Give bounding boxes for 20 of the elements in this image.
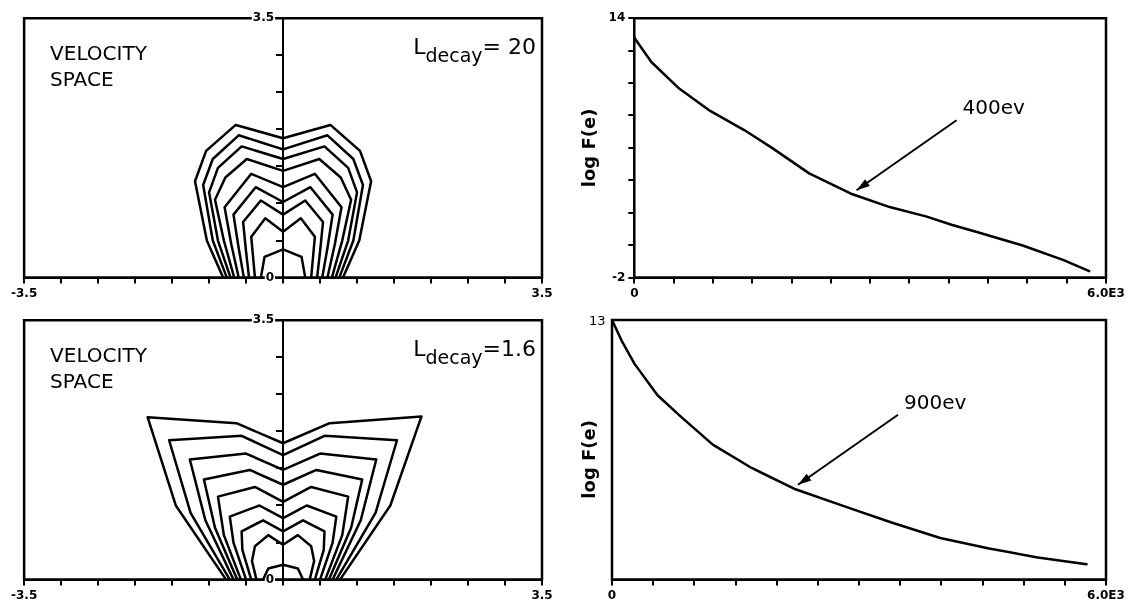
x-tick-label: 6.0E3 — [1087, 285, 1125, 300]
x-tick-label: -3.5 — [10, 587, 38, 602]
y-tick-label: 0 — [265, 571, 275, 586]
x-tick-label: -3.5 — [10, 285, 38, 300]
y-axis-title: log F(e) — [578, 108, 600, 188]
x-tick-label: 3.5 — [531, 285, 553, 300]
text: 400ev — [962, 95, 1026, 120]
text: 900ev — [904, 389, 967, 414]
x-tick-label: 6.0E3 — [1087, 587, 1125, 602]
annotation: VELOCITY SPACE — [50, 41, 148, 92]
y-tick-label: 3.5 — [252, 10, 275, 25]
text: 13 — [588, 313, 606, 328]
x-tick-label: 3.5 — [531, 587, 553, 602]
y-tick-label: 3.5 — [252, 312, 275, 327]
annotation: VELOCITY SPACE — [50, 343, 148, 394]
y-tick-label: -2 — [611, 269, 626, 284]
y-tick-label: 0 — [265, 269, 275, 284]
y-axis-title: log F(e) — [578, 419, 599, 499]
x-tick-label: 0 — [630, 285, 639, 300]
y-tick-label: 14 — [608, 10, 626, 25]
